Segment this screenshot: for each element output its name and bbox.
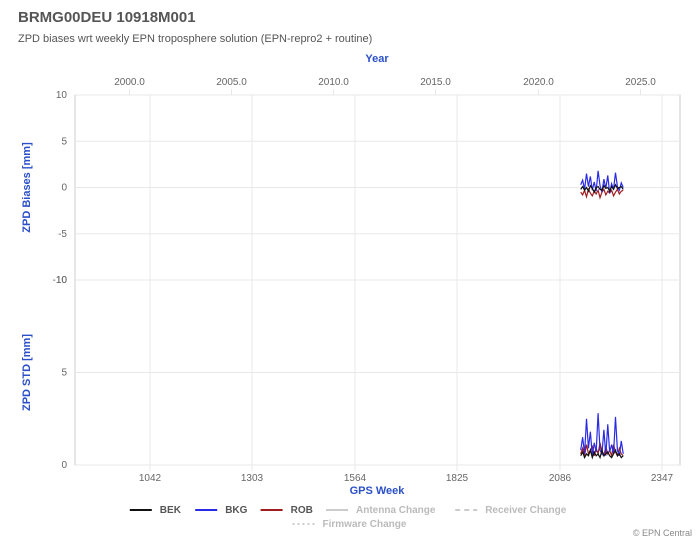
bottom-axis-ticks: 1042 1303 1564 1825 2086 2347 <box>139 465 674 484</box>
svg-text:10: 10 <box>56 90 68 101</box>
svg-text:2010.0: 2010.0 <box>318 77 349 88</box>
panel-top-title: ZPD Biases [mm] <box>21 142 33 233</box>
svg-text:-5: -5 <box>58 229 67 240</box>
chart-subtitle: ZPD biases wrt weekly EPN troposphere so… <box>18 33 372 45</box>
svg-text:2020.0: 2020.0 <box>523 77 554 88</box>
svg-text:2347: 2347 <box>651 473 674 484</box>
svg-text:Receiver Change: Receiver Change <box>485 505 567 516</box>
svg-text:2015.0: 2015.0 <box>420 77 451 88</box>
top-axis-title: Year <box>365 53 389 65</box>
panel-bottom-series <box>581 413 623 457</box>
svg-text:Antenna Change: Antenna Change <box>356 505 436 516</box>
top-axis-ticks: 2000.0 2005.0 2010.0 2015.0 2020.0 2025.0 <box>114 77 656 95</box>
svg-text:0: 0 <box>61 460 67 471</box>
panel-bottom-yticks: 0 5 10 <box>56 275 68 471</box>
svg-text:2000.0: 2000.0 <box>114 77 145 88</box>
svg-text:ROB: ROB <box>291 505 313 516</box>
svg-text:2025.0: 2025.0 <box>625 77 656 88</box>
legend: BEK BKG ROB Antenna Change Receiver Change Fi… <box>130 505 567 530</box>
svg-text:BKG: BKG <box>225 505 247 516</box>
credit-text: © EPN Central <box>633 528 692 538</box>
svg-text:2086: 2086 <box>549 473 572 484</box>
svg-text:1825: 1825 <box>446 473 469 484</box>
panel-top-series <box>581 171 623 198</box>
svg-text:2005.0: 2005.0 <box>216 77 247 88</box>
svg-text:1042: 1042 <box>139 473 162 484</box>
svg-text:10: 10 <box>56 275 68 286</box>
svg-text:5: 5 <box>61 136 67 147</box>
svg-text:0: 0 <box>61 183 67 194</box>
panel-top-yticks: -10-50510 <box>53 90 68 286</box>
chart-title: BRMG00DEU 10918M001 <box>18 9 196 26</box>
bottom-axis-title: GPS Week <box>350 485 406 497</box>
panel-bottom-title: ZPD STD [mm] <box>21 334 33 411</box>
chart-svg: BRMG00DEU 10918M001 ZPD biases wrt weekl… <box>0 0 700 540</box>
svg-text:1303: 1303 <box>241 473 264 484</box>
svg-text:5: 5 <box>61 368 67 379</box>
svg-text:Firmware Change: Firmware Change <box>323 519 407 530</box>
chart-container: { "title": "BRMG00DEU 10918M001", "subti… <box>0 0 700 540</box>
svg-text:BEK: BEK <box>160 505 182 516</box>
svg-text:1564: 1564 <box>344 473 367 484</box>
